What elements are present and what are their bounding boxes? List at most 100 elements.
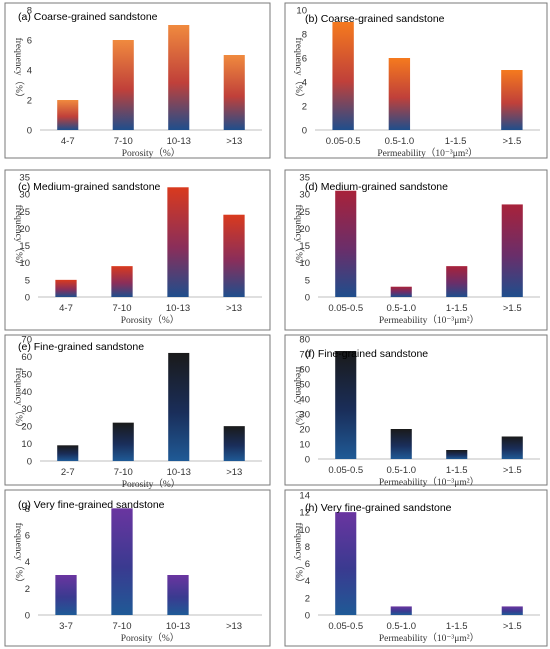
x-tick-label: 7-10 bbox=[112, 303, 131, 314]
bar bbox=[446, 266, 468, 297]
panel-title: (e) Fine-grained sandstone bbox=[18, 341, 144, 353]
bar bbox=[57, 100, 79, 130]
bar bbox=[168, 352, 190, 461]
x-tick-label: 1-1.5 bbox=[446, 465, 468, 476]
panel-title: (g) Very fine-grained sandstone bbox=[18, 499, 165, 511]
y-tick-label: 5 bbox=[305, 275, 310, 286]
chart-panel-a: 0 2 4 6 8 4-7 7-10 10-13 >13 Porosity（%） frequency… bbox=[4, 2, 271, 159]
bar bbox=[167, 187, 189, 297]
x-tick-label: >13 bbox=[226, 303, 242, 314]
y-tick-label: 50 bbox=[21, 369, 32, 380]
bar bbox=[167, 575, 189, 615]
x-tick-label: 10-13 bbox=[166, 621, 190, 632]
x-tick-label: >13 bbox=[226, 467, 242, 478]
y-tick-label: 4 bbox=[27, 66, 32, 77]
y-tick-label: 8 bbox=[305, 542, 310, 553]
x-tick-label: 4-7 bbox=[61, 136, 75, 147]
panel-frame bbox=[4, 169, 271, 331]
y-tick-label: 2 bbox=[27, 96, 32, 107]
x-tick-label: 0.05-0.5 bbox=[328, 621, 363, 632]
chart-panel-h: 0 2 4 6 8 10 12 14 0.05-0.5 0.5-1.0 1-1.5 >1.5 Perme… bbox=[284, 489, 548, 647]
y-tick-label: 4 bbox=[25, 557, 30, 568]
y-tick-label: 25 bbox=[299, 207, 310, 218]
chart-panel-b: 0 2 4 6 8 10 0.05-0.5 0.5-1.0 1-1.5 >1.5 Permeabil… bbox=[284, 2, 548, 159]
x-tick-label: 0.5-1.0 bbox=[386, 621, 416, 632]
y-axis-label: frequency（%） bbox=[293, 205, 305, 270]
panel-frame bbox=[4, 489, 271, 647]
y-tick-label: 30 bbox=[21, 404, 32, 415]
panel-title: (h) Very fine-grained sandstone bbox=[305, 502, 452, 514]
bar bbox=[57, 445, 79, 461]
y-tick-label: 6 bbox=[25, 531, 30, 542]
y-axis-label: frequency（%） bbox=[13, 523, 25, 588]
panel-title: (a) Coarse-grained sandstone bbox=[18, 11, 158, 23]
y-tick-label: 8 bbox=[302, 30, 307, 41]
y-tick-label: 0 bbox=[27, 457, 32, 468]
y-tick-label: 14 bbox=[299, 491, 310, 502]
bar bbox=[390, 429, 412, 459]
panel-title: (b) Coarse-grained sandstone bbox=[305, 13, 445, 25]
y-tick-label: 0 bbox=[305, 611, 310, 622]
y-tick-label: 20 bbox=[21, 422, 32, 433]
y-tick-label: 80 bbox=[299, 335, 310, 346]
y-tick-label: 10 bbox=[299, 525, 310, 536]
y-tick-label: 10 bbox=[299, 258, 310, 269]
x-axis-label: Porosity（%） bbox=[121, 632, 180, 644]
chart-panel-c: 0 5 10 15 20 25 30 35 4-7 7-10 10-13 >13 Porosity（%）… bbox=[4, 169, 271, 331]
chart-panel-f: 0 10 20 30 40 50 60 70 80 0.05-0.5 0.5-1.0 1-1.5 >1.… bbox=[284, 334, 548, 488]
bar bbox=[390, 606, 412, 615]
y-tick-label: 70 bbox=[21, 335, 32, 346]
y-tick-label: 4 bbox=[305, 576, 310, 587]
y-tick-label: 6 bbox=[302, 54, 307, 65]
y-tick-label: 8 bbox=[25, 504, 30, 515]
x-axis-label: Permeability（10⁻³μm²） bbox=[377, 147, 477, 159]
panel-frame bbox=[284, 169, 548, 331]
y-axis-label: frequency（%） bbox=[13, 38, 25, 103]
x-axis-label: Permeability（10⁻³μm²） bbox=[379, 314, 479, 326]
x-axis-label: Permeability（10⁻³μm²） bbox=[379, 476, 479, 488]
chart-panel-g: 0 2 4 6 8 3-7 7-10 10-13 >13 Porosity（%） frequency… bbox=[4, 489, 271, 647]
x-tick-label: 7-10 bbox=[112, 621, 131, 632]
x-tick-label: 0.5-1.0 bbox=[386, 303, 416, 314]
x-tick-label: 7-10 bbox=[114, 136, 133, 147]
x-tick-label: 3-7 bbox=[59, 621, 73, 632]
bar bbox=[390, 286, 412, 297]
x-tick-label: 1-1.5 bbox=[445, 136, 467, 147]
y-tick-label: 15 bbox=[19, 241, 30, 252]
bar bbox=[223, 214, 245, 297]
panel-frame bbox=[284, 489, 548, 647]
bar bbox=[112, 422, 134, 461]
bar bbox=[335, 190, 357, 297]
y-tick-label: 2 bbox=[302, 102, 307, 113]
x-tick-label: 10-13 bbox=[166, 303, 190, 314]
y-tick-label: 60 bbox=[299, 365, 310, 376]
x-tick-label: 0.05-0.5 bbox=[328, 465, 363, 476]
y-tick-label: 30 bbox=[299, 410, 310, 421]
y-axis-label: frequency（%） bbox=[13, 368, 25, 433]
y-axis-label: frequency（%） bbox=[293, 367, 305, 432]
x-tick-label: >1.5 bbox=[503, 465, 522, 476]
chart-panel-d: 0 5 10 15 20 25 30 35 0.05-0.5 0.5-1.0 1-1.5 >1.5 Pe… bbox=[284, 169, 548, 331]
panel-frame bbox=[284, 2, 548, 159]
panel-frame bbox=[4, 334, 271, 486]
x-tick-label: 7-10 bbox=[114, 467, 133, 478]
y-tick-label: 20 bbox=[299, 224, 310, 235]
bar bbox=[112, 40, 134, 130]
x-tick-label: 10-13 bbox=[167, 136, 191, 147]
y-tick-label: 0 bbox=[305, 455, 310, 466]
y-axis-label: frequency（%） bbox=[293, 523, 305, 588]
y-tick-label: 0 bbox=[25, 293, 30, 304]
x-tick-label: 2-7 bbox=[61, 467, 75, 478]
bar bbox=[335, 351, 357, 459]
bar bbox=[446, 450, 468, 459]
bar bbox=[388, 58, 411, 130]
y-tick-label: 4 bbox=[302, 78, 307, 89]
x-tick-label: 4-7 bbox=[59, 303, 73, 314]
x-axis-label: Porosity（%） bbox=[122, 147, 181, 159]
y-tick-label: 2 bbox=[305, 593, 310, 604]
x-tick-label: 0.5-1.0 bbox=[386, 465, 416, 476]
y-tick-label: 0 bbox=[305, 293, 310, 304]
bar bbox=[223, 426, 245, 461]
y-tick-label: 70 bbox=[299, 350, 310, 361]
x-tick-label: >13 bbox=[226, 621, 242, 632]
